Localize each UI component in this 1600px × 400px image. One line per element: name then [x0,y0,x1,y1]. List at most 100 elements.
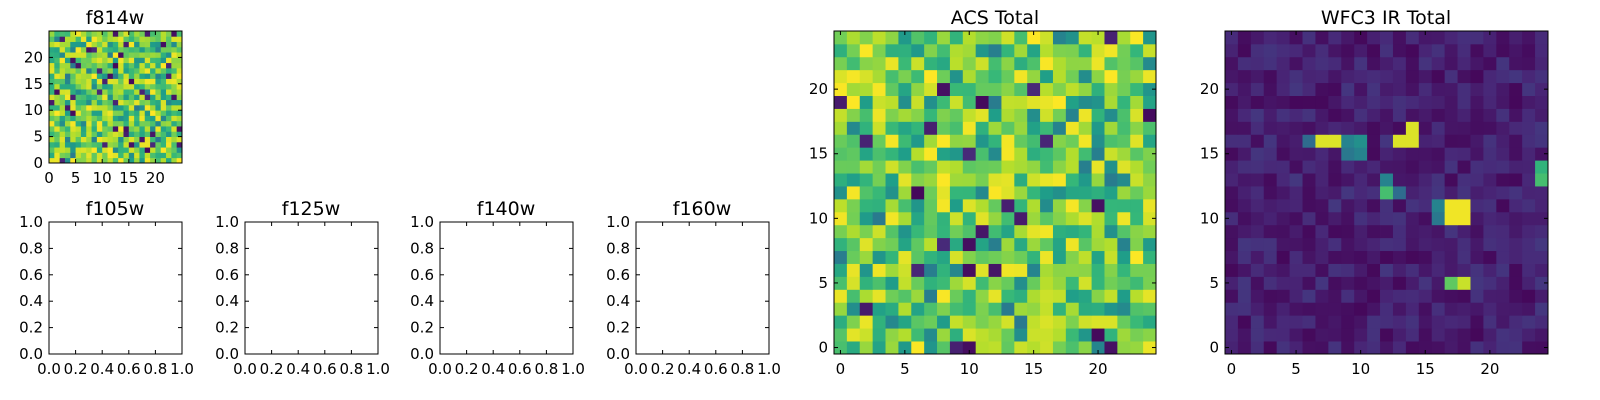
heatmap-cell [1418,186,1433,200]
heatmap-cell [962,56,977,71]
heatmap-cell [1470,43,1484,58]
heatmap-cell [1040,173,1054,187]
heatmap-cell [937,211,951,226]
heatmap-cell [1302,56,1316,71]
heatmap-cell [166,89,172,95]
heatmap-cell [1341,289,1355,303]
heatmap-cell [1431,328,1446,342]
heatmap-cell [70,83,76,90]
heatmap-cell [75,41,82,48]
heatmap-cell [176,89,183,95]
heatmap-cell [139,78,146,85]
heatmap-cell [1328,211,1342,226]
heatmap-cell [1496,56,1510,71]
heatmap-cell [834,237,848,252]
heatmap-cell [1143,69,1157,84]
heatmap-cell [64,78,71,85]
heatmap-cell [885,160,899,174]
heatmap-cell [86,126,92,132]
heatmap-cell [96,157,103,164]
heatmap-cell [107,67,114,74]
heatmap-cell [859,147,874,161]
heatmap-cell [96,36,103,42]
heatmap-cell [949,82,964,96]
heatmap-cell [1130,341,1144,355]
heatmap-cell [1237,250,1252,264]
heatmap-cell [1289,56,1303,71]
heatmap-cell [160,115,167,122]
heatmap-cell [949,263,964,277]
heatmap-cell [1405,315,1420,329]
heatmap-cell [834,250,848,264]
heatmap-cell [924,263,938,277]
panel-f105w: f105w 0.0 0.2 0.4 0.6 0.8 1.00.00.20.40.60.81… [19,198,194,378]
heatmap-cell [96,83,103,90]
heatmap-cell [139,46,146,53]
heatmap-cell [176,62,183,69]
y-tick-label: 0.8 [215,239,239,257]
heatmap-cell [128,62,135,69]
heatmap-cell [107,141,114,148]
heatmap-cell [1444,237,1458,252]
heatmap-cell [1276,186,1290,200]
heatmap-cell [1302,134,1316,148]
heatmap-cell [1237,186,1252,200]
heatmap-cell [1027,276,1041,290]
heatmap-cell [96,89,103,95]
heatmap-cell [102,46,108,53]
heatmap-cell [1250,82,1265,96]
heatmap-cell [123,73,130,79]
heatmap-cell [102,157,108,164]
heatmap-cell [859,224,874,239]
heatmap-cell [1535,302,1549,316]
heatmap-cell [86,131,92,137]
heatmap-cell [54,62,61,69]
heatmap-cell [1509,31,1523,45]
heatmap-cell [54,73,61,79]
heatmap-cell [1130,95,1144,109]
heatmap-cell [1237,173,1252,187]
heatmap-cell [1143,31,1157,45]
heatmap-cell [80,126,87,132]
heatmap-cell [1117,328,1131,342]
heatmap-cell [885,82,899,96]
heatmap-cell [75,152,82,159]
heatmap-cell [1237,82,1252,96]
x-tick-label: 0.6 [313,360,337,378]
heatmap-cell [937,289,951,303]
heatmap-cell [64,83,71,90]
heatmap-cell [102,78,108,85]
heatmap-cell [1328,82,1342,96]
heatmap-cell [1001,147,1015,161]
heatmap-cell [91,136,98,143]
heatmap-cell [1237,289,1252,303]
heatmap-cell [1509,56,1523,71]
heatmap-cell [49,94,55,101]
heatmap-cell [1522,341,1536,355]
heatmap-cell [144,73,151,79]
heatmap-cell [1470,95,1484,109]
heatmap-cell [54,94,61,101]
heatmap-cell [1405,224,1420,239]
heatmap-cell [846,211,861,226]
heatmap-cell [1078,160,1092,174]
heatmap-cell [144,94,151,101]
heatmap-cell [1444,31,1458,45]
heatmap-cell [54,104,61,111]
heatmap-cell [1250,173,1265,187]
heatmap-cell [86,152,92,159]
heatmap-cell [1117,289,1131,303]
heatmap-cell [1341,302,1355,316]
heatmap-cell [1367,263,1381,277]
heatmap-cell [128,94,135,101]
heatmap-cell [1315,121,1329,135]
heatmap-cell [102,115,108,122]
heatmap-cell [1040,134,1054,148]
heatmap-cell [1380,250,1394,264]
heatmap-cell [988,198,1002,213]
heatmap-cell [1250,186,1265,200]
heatmap-cell [1431,82,1446,96]
heatmap-cell [962,289,977,303]
heatmap-cell [1225,289,1239,303]
heatmap-cell [1052,186,1067,200]
